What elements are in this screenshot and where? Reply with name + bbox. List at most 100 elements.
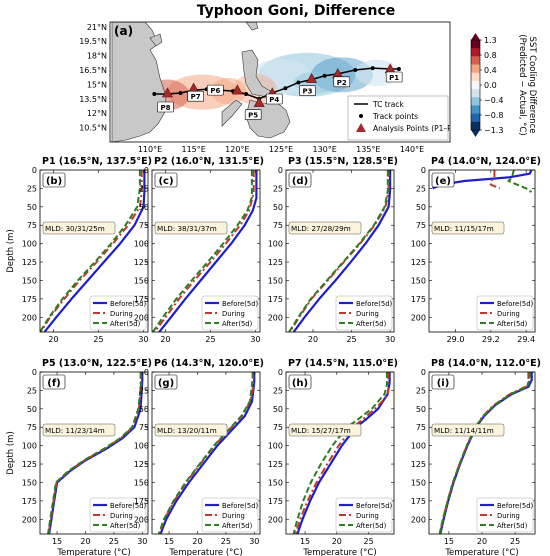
colorbar-label: SST Cooling Difference(Predicted − Actua… — [517, 34, 537, 135]
y-tick-label: 75 — [273, 221, 283, 230]
y-tick-label: 25 — [139, 386, 149, 395]
panel-label-box — [154, 172, 178, 188]
x-tick-label: 30 — [137, 537, 147, 546]
y-tick-label: 150 — [268, 276, 283, 285]
axes-frame — [285, 169, 395, 333]
y-tick-label: 25 — [416, 386, 426, 395]
y-tick-label: 75 — [416, 221, 426, 230]
colorbar-segment-7 — [471, 97, 480, 106]
panel-label-box — [431, 374, 455, 390]
legend-label: After(5d) — [110, 522, 141, 530]
lat-label-5: 13.5°N — [79, 95, 107, 104]
series-lines — [40, 170, 146, 332]
x-axis-label: Temperature (°C) — [444, 548, 518, 556]
legend-label: During — [497, 512, 520, 520]
y-tick-label: 175 — [268, 497, 283, 506]
panel-label: (d) — [292, 176, 308, 187]
y-tick-label: 50 — [416, 203, 426, 212]
x-tick-label: 20 — [80, 537, 90, 546]
colorbar-label-line-1: (Predicted − Actual, °C) — [517, 34, 527, 135]
y-tick-label: 175 — [22, 295, 37, 304]
mld-label: MLD: 11/23/14m — [45, 426, 105, 435]
y-tick-label: 0 — [278, 166, 283, 175]
legend-label: Before(5d) — [222, 300, 259, 308]
legend-label: During — [110, 310, 133, 318]
x-tick-label: 20 — [192, 537, 202, 546]
x-tick-label: 15 — [444, 537, 454, 546]
y-tick-label: 75 — [273, 423, 283, 432]
x-axis-label: Temperature (°C) — [302, 548, 376, 556]
x-tick-label: 25 — [510, 537, 520, 546]
lon-label-0: 110°E — [138, 145, 162, 154]
x-tick-label: 25 — [363, 537, 373, 546]
x-tick-label: 30 — [250, 335, 260, 344]
colorbar-segment-1 — [471, 48, 480, 57]
legend-box — [335, 295, 393, 331]
series-lines — [47, 372, 144, 534]
panel-label-box — [42, 374, 66, 390]
panel-label: (f) — [47, 378, 61, 389]
panel-c: P2 (16.0°N, 131.5°E) 0 25 50 75 100 125 150 175 2… — [134, 156, 264, 344]
panel-h: P7 (14.5°N, 115.0°E) 0 25 50 75 100 125 150 175 2… — [268, 358, 398, 556]
analysis-label-box-p2 — [333, 76, 351, 88]
series-lines — [157, 372, 256, 534]
legend-box — [476, 295, 534, 331]
analysis-label-p1: P1 — [389, 74, 399, 82]
colorbar-tick-label-1: 0.8 — [484, 51, 497, 60]
x-tick-label: 25 — [93, 335, 103, 344]
legend-box — [201, 295, 259, 331]
colorbar-tick-label-5: −0.8 — [484, 111, 503, 120]
y-tick-label: 125 — [411, 460, 426, 469]
y-tick-label: 125 — [268, 460, 283, 469]
y-tick-label: 0 — [32, 166, 37, 175]
mld-label: MLD: 11/14/11m — [434, 426, 494, 435]
y-tick-label: 200 — [22, 515, 37, 524]
mld-box — [431, 221, 505, 235]
analysis-label-p6: P6 — [210, 87, 220, 95]
legend-track-label: TC track — [372, 100, 405, 109]
y-tick-label: 175 — [411, 497, 426, 506]
track-point-8 — [283, 86, 288, 91]
colorbar-top-arrow — [471, 33, 480, 40]
analysis-label-box-p6 — [207, 84, 224, 96]
map-panel-label: (a) — [114, 24, 133, 38]
y-tick-label: 175 — [268, 295, 283, 304]
axes-frame — [151, 169, 261, 333]
panel-label-box — [288, 374, 312, 390]
map-panel: P1 P2 P3 P4 P5 P6 P7 P8 TC track Track points Anal… — [79, 21, 537, 154]
panel-label: (i) — [437, 378, 450, 389]
panel-i: P8 (14.0°N, 112.0°E) 0 25 50 75 100 125 150 175 2… — [411, 358, 541, 556]
axes-frame — [39, 371, 149, 535]
panel-label-box — [154, 374, 178, 390]
x-tick-label: 20 — [477, 537, 487, 546]
legend-label: During — [356, 310, 379, 318]
legend-label: During — [110, 512, 133, 520]
legend-label: After(5d) — [356, 320, 387, 328]
y-tick-label: 200 — [134, 515, 149, 524]
x-tick-label: 20 — [48, 335, 58, 344]
colorbar-bottom-arrow — [471, 130, 480, 137]
y-tick-label: 50 — [139, 405, 149, 414]
y-tick-label: 150 — [134, 276, 149, 285]
y-tick-label: 100 — [268, 442, 283, 451]
panel-title: P2 (16.0°N, 131.5°E) — [154, 156, 264, 167]
lat-label-0: 21°N — [87, 23, 107, 32]
x-tick-label: 15 — [52, 537, 62, 546]
track-point-16 — [178, 91, 183, 96]
series-line-during — [489, 170, 501, 190]
mld-label: MLD: 13/20/11m — [157, 426, 217, 435]
colorbar-segment-8 — [471, 105, 480, 114]
y-tick-label: 25 — [139, 184, 149, 193]
track-point-0 — [396, 67, 401, 72]
x-tick-label: 30 — [138, 335, 148, 344]
legend-label: After(5d) — [497, 320, 528, 328]
legend-box — [89, 295, 147, 331]
series-lines — [152, 170, 258, 332]
axes-frame — [39, 169, 149, 333]
legend-analysis-marker — [356, 123, 366, 132]
series-line-afterd — [288, 170, 389, 332]
track-point-18 — [152, 92, 157, 96]
y-tick-label: 75 — [416, 423, 426, 432]
lat-label-2: 18°N — [87, 52, 107, 61]
y-tick-label: 100 — [268, 240, 283, 249]
